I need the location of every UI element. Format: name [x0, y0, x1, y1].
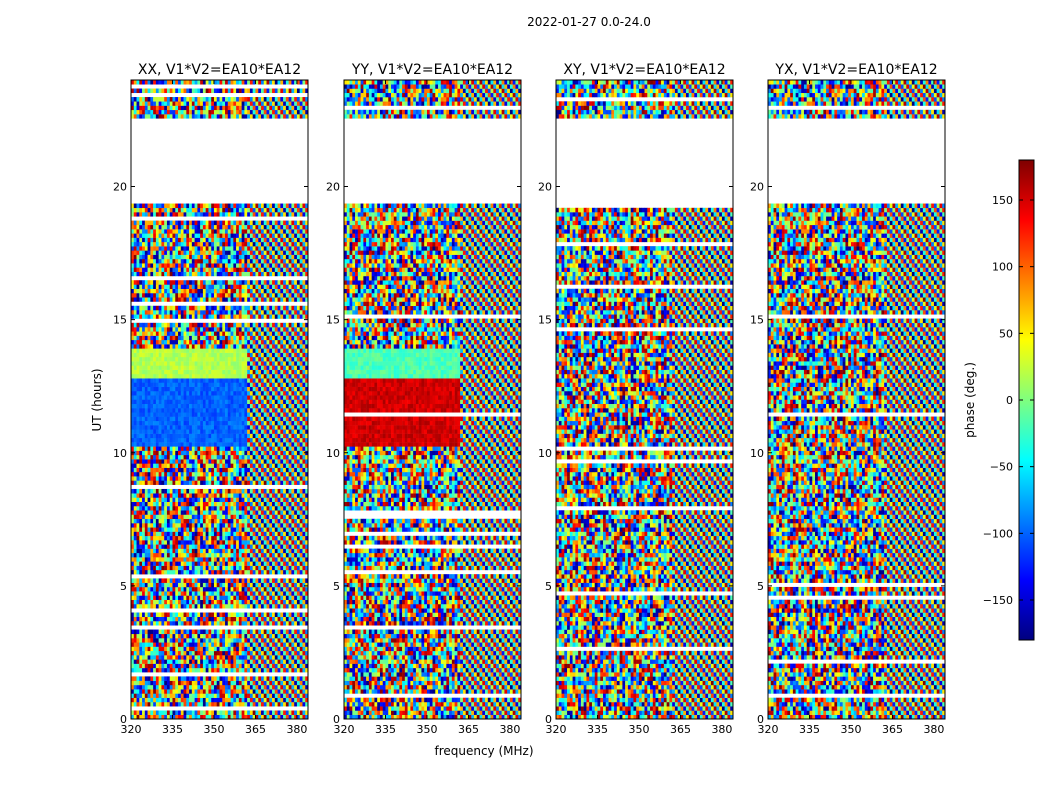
y-tick-label: 20: [750, 181, 764, 194]
panel-title: YY, V1*V2=EA10*EA12: [351, 62, 513, 78]
x-tick-label: 365: [245, 723, 266, 736]
y-tick-label: 20: [538, 181, 552, 194]
y-tick-label: 15: [113, 314, 127, 327]
colorbar-tick-label: 0: [1006, 394, 1013, 407]
panel-title: XY, V1*V2=EA10*EA12: [563, 62, 725, 78]
y-tick-label: 0: [757, 713, 764, 726]
x-axis-label: frequency (MHz): [434, 744, 533, 758]
x-tick-label: 335: [375, 723, 396, 736]
phase-cells: [131, 80, 308, 719]
y-tick-label: 10: [750, 447, 764, 460]
y-tick-label: 15: [538, 314, 552, 327]
y-tick-label: 5: [757, 580, 764, 593]
x-tick-label: 335: [799, 723, 820, 736]
y-tick-label: 5: [545, 580, 552, 593]
y-tick-label: 20: [326, 181, 340, 194]
colorbar-tick-label: −100: [983, 527, 1013, 540]
x-tick-label: 350: [203, 723, 224, 736]
phase-cells: [768, 80, 945, 719]
x-tick-label: 350: [628, 723, 649, 736]
y-tick-label: 15: [326, 314, 340, 327]
colorbar-tick-label: 150: [992, 194, 1013, 207]
y-axis-label: UT (hours): [90, 368, 104, 431]
y-tick-label: 10: [326, 447, 340, 460]
x-tick-label: 365: [458, 723, 479, 736]
colorbar-tick-label: −150: [983, 594, 1013, 607]
y-tick-label: 0: [120, 713, 127, 726]
phase-cells: [344, 80, 521, 719]
colorbar: −150 −100 −50 0 50 100 150 phase (deg.): [963, 160, 1034, 640]
y-tick-label: 10: [538, 447, 552, 460]
y-tick-label: 0: [333, 713, 340, 726]
colorbar-tick-label: 50: [999, 327, 1013, 340]
x-tick-label: 350: [416, 723, 437, 736]
x-tick-label: 365: [882, 723, 903, 736]
colorbar-label: phase (deg.): [963, 362, 977, 438]
y-tick-label: 10: [113, 447, 127, 460]
panel-title: XX, V1*V2=EA10*EA12: [138, 62, 301, 78]
y-tick-label: 20: [113, 181, 127, 194]
phase-cells: [556, 80, 733, 719]
y-tick-label: 5: [120, 580, 127, 593]
panel-title: YX, V1*V2=EA10*EA12: [774, 62, 937, 78]
x-tick-label: 335: [587, 723, 608, 736]
figure-title: 2022-01-27 0.0-24.0: [527, 15, 651, 29]
y-tick-label: 5: [333, 580, 340, 593]
colorbar-tick-label: 100: [992, 261, 1013, 274]
y-tick-label: 15: [750, 314, 764, 327]
x-tick-label: 350: [840, 723, 861, 736]
x-tick-label: 380: [499, 723, 520, 736]
x-tick-label: 335: [162, 723, 183, 736]
phase-waterfall-figure: 2022-01-27 0.0-24.0 UT (hours) frequency…: [0, 0, 1050, 800]
x-tick-label: 380: [711, 723, 732, 736]
x-tick-label: 365: [670, 723, 691, 736]
x-tick-label: 380: [286, 723, 307, 736]
colorbar-tick-label: −50: [990, 461, 1013, 474]
x-tick-label: 380: [923, 723, 944, 736]
y-tick-label: 0: [545, 713, 552, 726]
